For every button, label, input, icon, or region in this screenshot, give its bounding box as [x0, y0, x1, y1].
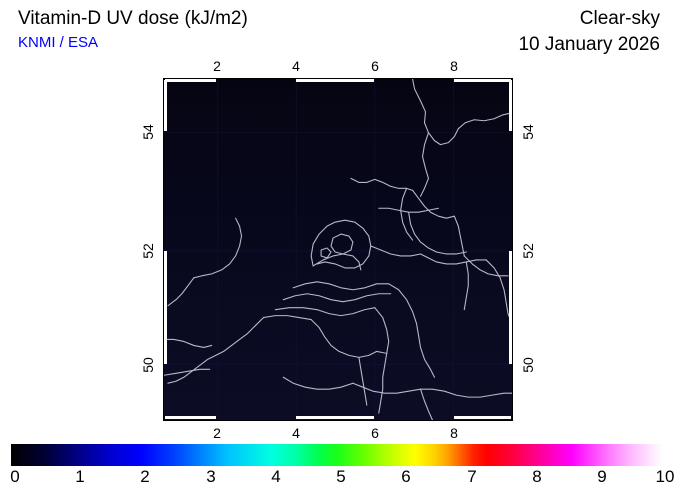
frame-tick-left-2 [164, 251, 167, 364]
colorbar-gradient [11, 444, 663, 466]
colorbar-tick-8: 8 [532, 467, 542, 486]
colorbar-tick-10: 10 [655, 467, 675, 486]
frame-tick-right-1 [509, 80, 512, 131]
x-axis-tick-bottom-8: 8 [450, 425, 458, 441]
frame-tick-top-1 [165, 79, 216, 82]
colorbar-tick-1: 1 [75, 467, 85, 486]
colorbar-tick-3: 3 [206, 467, 216, 486]
frame-tick-bottom-3 [454, 416, 511, 419]
colorbar-tick-7: 7 [467, 467, 477, 486]
frame-tick-bottom-2 [296, 416, 374, 419]
x-axis-tick-bottom-2: 2 [213, 425, 221, 441]
x-axis-tick-top-2: 2 [213, 58, 221, 74]
x-axis-tick-top-6: 6 [371, 58, 379, 74]
date-label: 10 January 2026 [518, 34, 660, 55]
credit-label: KNMI / ESA [18, 34, 99, 51]
x-axis-tick-top-8: 8 [450, 58, 458, 74]
uv-dose-field [164, 79, 512, 420]
x-axis-tick-top-4: 4 [292, 58, 300, 74]
coastline-overlay [164, 79, 512, 420]
graticule [164, 79, 512, 420]
x-axis-tick-bottom-6: 6 [371, 425, 379, 441]
frame-tick-top-3 [454, 79, 511, 82]
y-axis-tick-left-54: 54 [140, 124, 156, 140]
colorbar-tick-2: 2 [140, 467, 150, 486]
frame-tick-left-1 [164, 80, 167, 131]
colorbar-tick-4: 4 [271, 467, 281, 486]
colorbar: 0 1 2 3 4 5 6 7 8 9 10 [10, 444, 674, 486]
y-axis-tick-right-52: 52 [520, 243, 536, 259]
frame-tick-right-2 [509, 251, 512, 364]
y-axis-tick-left-52: 52 [140, 243, 156, 259]
page-title: Vitamin-D UV dose (kJ/m2) [18, 8, 248, 29]
map-panel: 2 4 6 8 2 4 6 8 54 52 50 54 52 50 [140, 59, 536, 440]
frame-tick-top-2 [296, 79, 374, 82]
colorbar-tick-6: 6 [401, 467, 411, 486]
y-axis-tick-left-50: 50 [140, 357, 156, 373]
colorbar-tick-5: 5 [336, 467, 346, 486]
colorbar-tick-9: 9 [597, 467, 607, 486]
x-axis-tick-bottom-4: 4 [292, 425, 300, 441]
y-axis-tick-right-50: 50 [520, 357, 536, 373]
sky-condition-label: Clear-sky [579, 8, 660, 29]
colorbar-tick-0: 0 [10, 467, 20, 486]
y-axis-tick-right-54: 54 [520, 124, 536, 140]
frame-tick-bottom-1 [165, 416, 216, 419]
map-frame [163, 78, 513, 421]
